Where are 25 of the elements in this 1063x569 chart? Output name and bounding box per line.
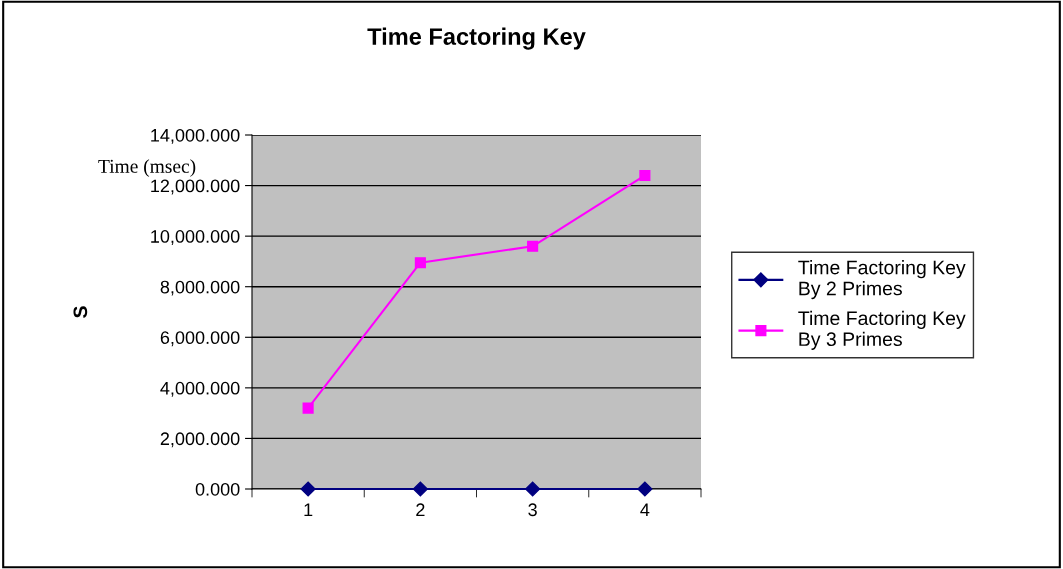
x-tick-label: 3 xyxy=(528,503,537,517)
y-tick-label: 4,000.000 xyxy=(160,381,240,397)
y-tick-label: 0.000 xyxy=(195,482,240,496)
legend-label: Time Factoring Key By 2 Primes xyxy=(798,260,966,300)
x-tick-label: 1 xyxy=(304,503,313,516)
chart-title: Time Factoring Key xyxy=(367,27,586,50)
point xyxy=(414,257,426,269)
point xyxy=(525,481,541,497)
y-tick-label: 10,000.000 xyxy=(151,230,240,245)
point xyxy=(637,481,653,497)
point xyxy=(300,481,316,497)
y-tick-label: 12,000.000 xyxy=(151,179,240,195)
y-tick-label: 2,000.000 xyxy=(160,432,240,448)
y-tick-label: 8,000.000 xyxy=(160,280,240,296)
x-tick-label: 2 xyxy=(416,503,425,516)
point xyxy=(527,240,539,252)
point xyxy=(302,402,314,414)
text: Time (msec) xyxy=(98,159,196,177)
y-tick-label: 14,000.000 xyxy=(151,128,240,144)
y-tick-label: 6,000.000 xyxy=(160,331,240,347)
x-tick-label: 4 xyxy=(640,503,650,516)
y-axis-title: S xyxy=(73,306,88,318)
point xyxy=(639,169,651,182)
point xyxy=(412,481,428,497)
legend-label: Time Factoring Key By 3 Primes xyxy=(798,310,966,350)
